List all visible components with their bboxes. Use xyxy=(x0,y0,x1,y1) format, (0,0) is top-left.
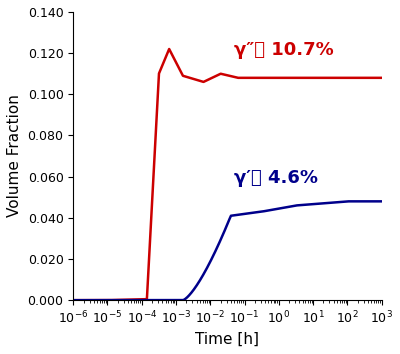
Text: γ″相 10.7%: γ″相 10.7% xyxy=(234,41,334,59)
Text: γ′相 4.6%: γ′相 4.6% xyxy=(234,169,318,187)
Y-axis label: Volume Fraction: Volume Fraction xyxy=(7,95,22,217)
X-axis label: Time [h]: Time [h] xyxy=(196,332,260,347)
